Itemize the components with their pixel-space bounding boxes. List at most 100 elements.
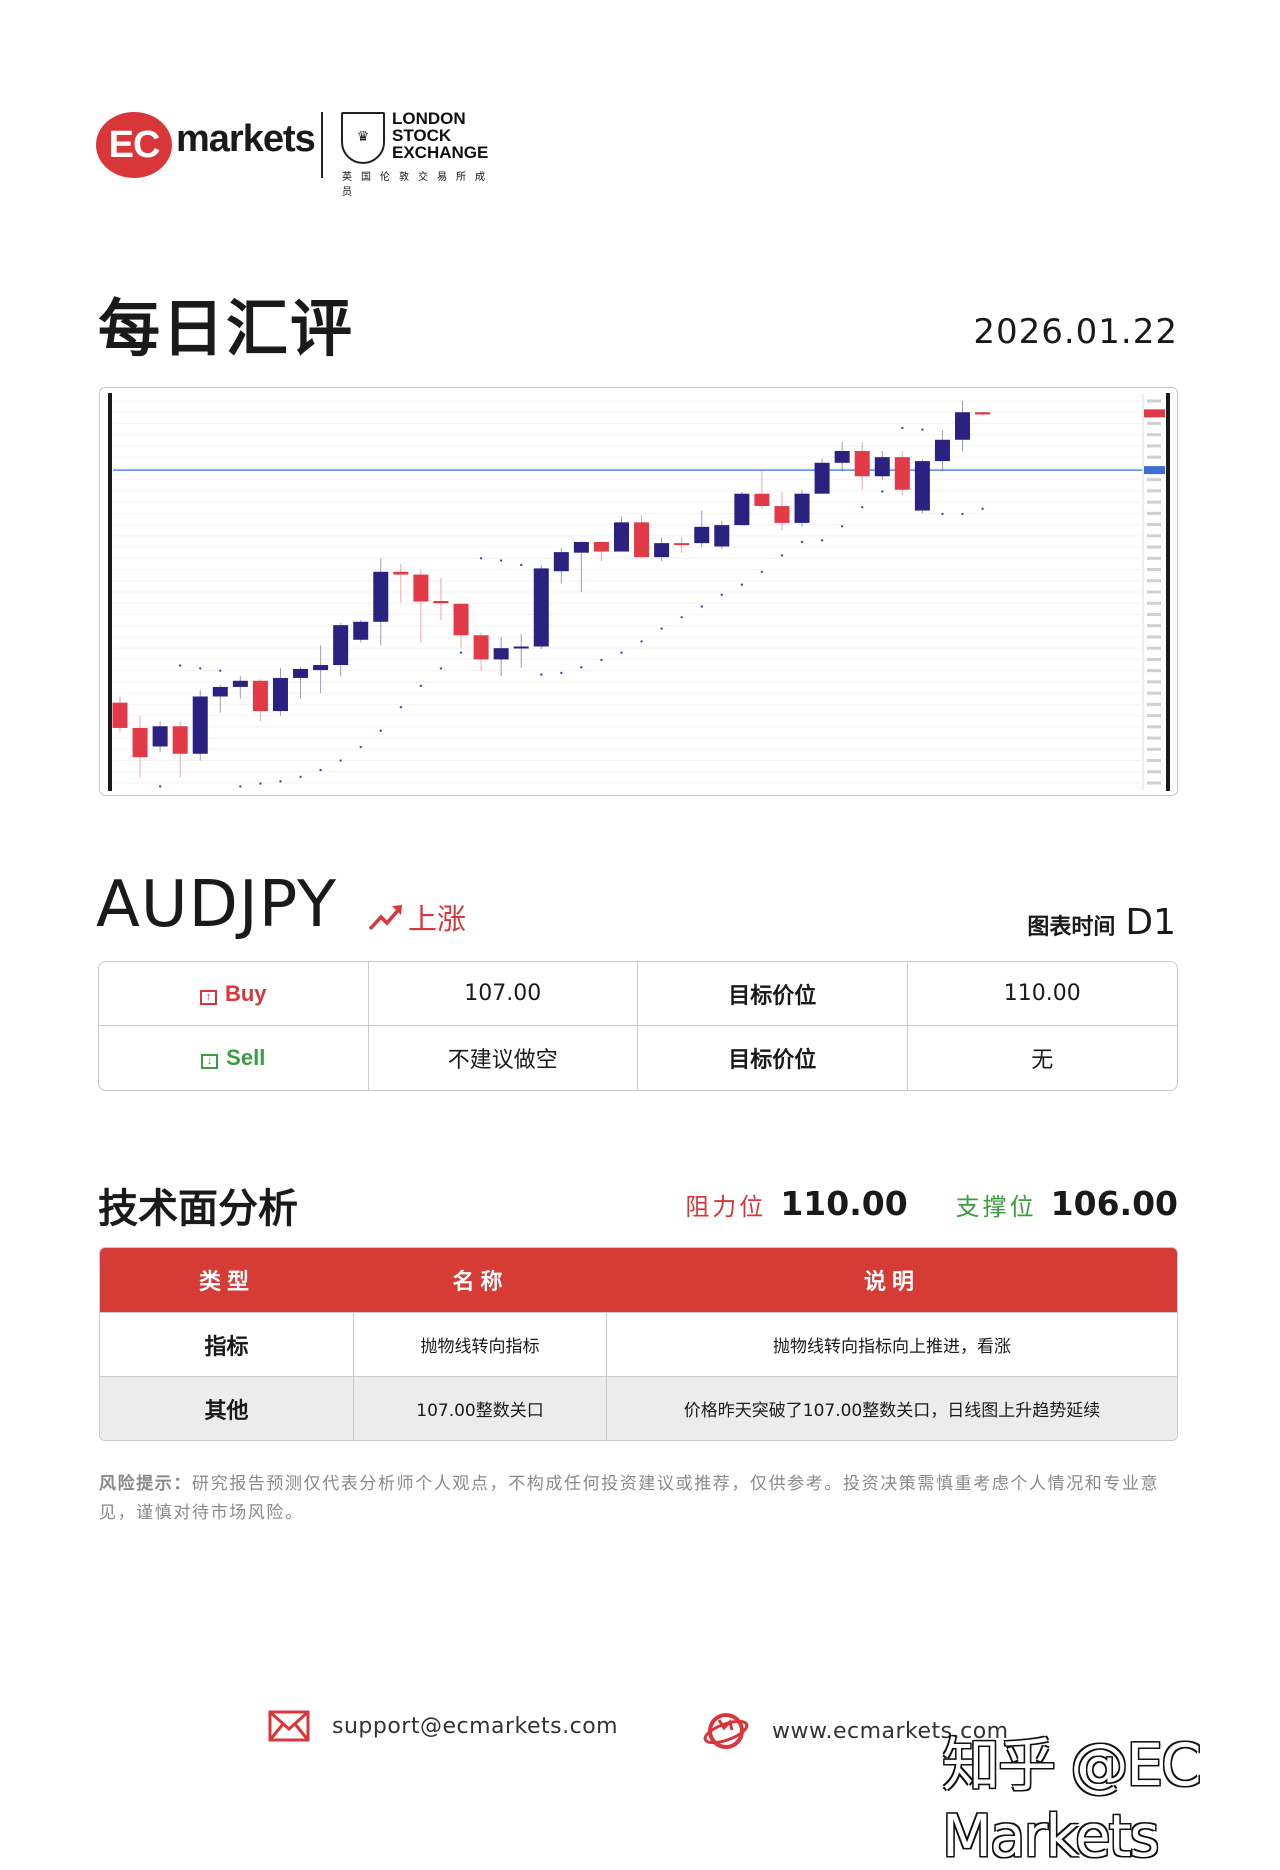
ec-markets-logo-mark: EC [96, 112, 172, 178]
table-row: 指标 抛物线转向指标 抛物线转向指标向上推进，看涨 [100, 1312, 1177, 1376]
sar-dot [820, 539, 824, 542]
candle-body [634, 522, 650, 558]
sar-dot [881, 490, 884, 493]
axis-tick-label [1147, 579, 1161, 583]
sar-dot [259, 782, 262, 785]
sar-dot [620, 651, 623, 654]
sar-dot [219, 669, 222, 672]
chart-left-border [108, 393, 112, 791]
table-header: 类型 名称 说明 [100, 1248, 1177, 1312]
sar-dot [239, 785, 242, 788]
candle-body [774, 506, 790, 523]
header-type: 类型 [100, 1248, 354, 1312]
sar-dot [760, 570, 764, 573]
sar-dot [299, 775, 302, 779]
axis-tick-label [1147, 444, 1161, 448]
footer-email[interactable]: support@ecmarkets.com [268, 1710, 618, 1742]
sar-dot [339, 759, 342, 762]
candle-body [654, 543, 670, 558]
axis-tick-label [1147, 781, 1161, 785]
candle-body [112, 702, 128, 728]
website-link[interactable]: www.ecmarkets.com [772, 1718, 1009, 1744]
candle-body [132, 727, 148, 758]
axis-tick-label [1147, 489, 1161, 493]
axis-tick-label [1147, 736, 1161, 740]
last-price-tag [1144, 409, 1165, 418]
ec-markets-logo-text: markets [176, 118, 316, 160]
sar-dot [981, 507, 984, 511]
buy-target-label: 目标价位 [638, 962, 908, 1026]
axis-tick-label [1147, 646, 1161, 650]
candle-body [754, 493, 770, 507]
axis-tick-label [1147, 590, 1161, 594]
sell-target-label: 目标价位 [638, 1026, 908, 1090]
candle-body [413, 574, 429, 602]
candle-body [814, 462, 830, 494]
email-link[interactable]: support@ecmarkets.com [332, 1713, 619, 1739]
sar-dot [319, 768, 322, 772]
axis-tick-label [1147, 725, 1161, 729]
candle-body [333, 625, 349, 666]
axis-tick-label [1147, 511, 1161, 515]
sar-dot [640, 640, 643, 643]
axis-tick-label [1147, 545, 1161, 549]
sar-dot [901, 426, 904, 430]
candlestick-chart [108, 393, 1170, 791]
candle-body [172, 726, 188, 754]
candle-body [553, 552, 569, 572]
sar-dot [379, 729, 382, 732]
instrument-symbol: AUDJPY [96, 868, 338, 942]
mail-icon [268, 1710, 310, 1742]
candle-body [433, 600, 449, 604]
axis-tick-label [1147, 399, 1161, 403]
sar-dot [861, 505, 864, 509]
axis-tick-label [1147, 669, 1161, 673]
zhihu-watermark: 知乎 @EC Markets [942, 1731, 1202, 1870]
candle-body [272, 677, 288, 712]
technical-title: 技术面分析 [98, 1186, 298, 1232]
sar-dot [520, 563, 523, 567]
trending-up-icon [368, 905, 402, 931]
trend-label: 上涨 [408, 902, 467, 936]
sar-dot [941, 512, 944, 516]
sar-dot [840, 525, 844, 528]
lse-logo-text: LONDON STOCK EXCHANGE [392, 109, 489, 162]
candle-body [493, 648, 509, 660]
candle-body [694, 526, 710, 544]
row-type: 指标 [100, 1312, 354, 1376]
candle-body [894, 457, 910, 490]
candle-body [834, 450, 850, 463]
support-value: 106.00 [1050, 1184, 1178, 1223]
sar-dot [399, 705, 403, 709]
logo-divider [321, 112, 323, 178]
row-desc: 抛物线转向指标向上推进，看涨 [607, 1312, 1177, 1376]
axis-tick-label [1147, 568, 1161, 572]
axis-tick-label [1147, 534, 1161, 538]
sar-dot [279, 780, 282, 783]
candle-body [734, 493, 750, 526]
candle-body [614, 522, 629, 552]
table-row: 其他 107.00整数关口 价格昨天突破了107.00整数关口，日线图上升趋势延… [100, 1376, 1177, 1440]
key-levels: 阻力位 110.00 支撑位 106.00 [685, 1184, 1178, 1223]
header-logos: EC markets ♛ LONDON STOCK EXCHANGE 英国伦敦交易所… [96, 108, 506, 198]
candle-body [293, 668, 309, 678]
axis-tick-label [1147, 702, 1161, 706]
candle-body [934, 439, 950, 462]
chart-timeframe: 图表时间 D1 [1027, 902, 1176, 943]
axis-tick-label [1147, 635, 1161, 639]
axis-tick-label [1147, 523, 1161, 527]
footer-website[interactable]: www.ecmarkets.com [702, 1710, 1009, 1752]
axis-tick-label [1147, 691, 1161, 695]
candle-body [955, 412, 971, 440]
buy-row: ↑ Buy 107.00 目标价位 110.00 [99, 962, 1177, 1026]
candle-body [975, 412, 991, 415]
row-desc: 价格昨天突破了107.00整数关口，日线图上升趋势延续 [607, 1376, 1177, 1440]
axis-tick-label [1147, 500, 1161, 504]
support-label: 支撑位 [955, 1193, 1037, 1221]
row-name: 107.00整数关口 [354, 1376, 607, 1440]
candle-body [573, 542, 589, 553]
axis-tick-label [1147, 421, 1161, 425]
axis-tick-label [1147, 624, 1161, 628]
sar-dot [459, 651, 463, 654]
sar-dot [560, 671, 563, 675]
